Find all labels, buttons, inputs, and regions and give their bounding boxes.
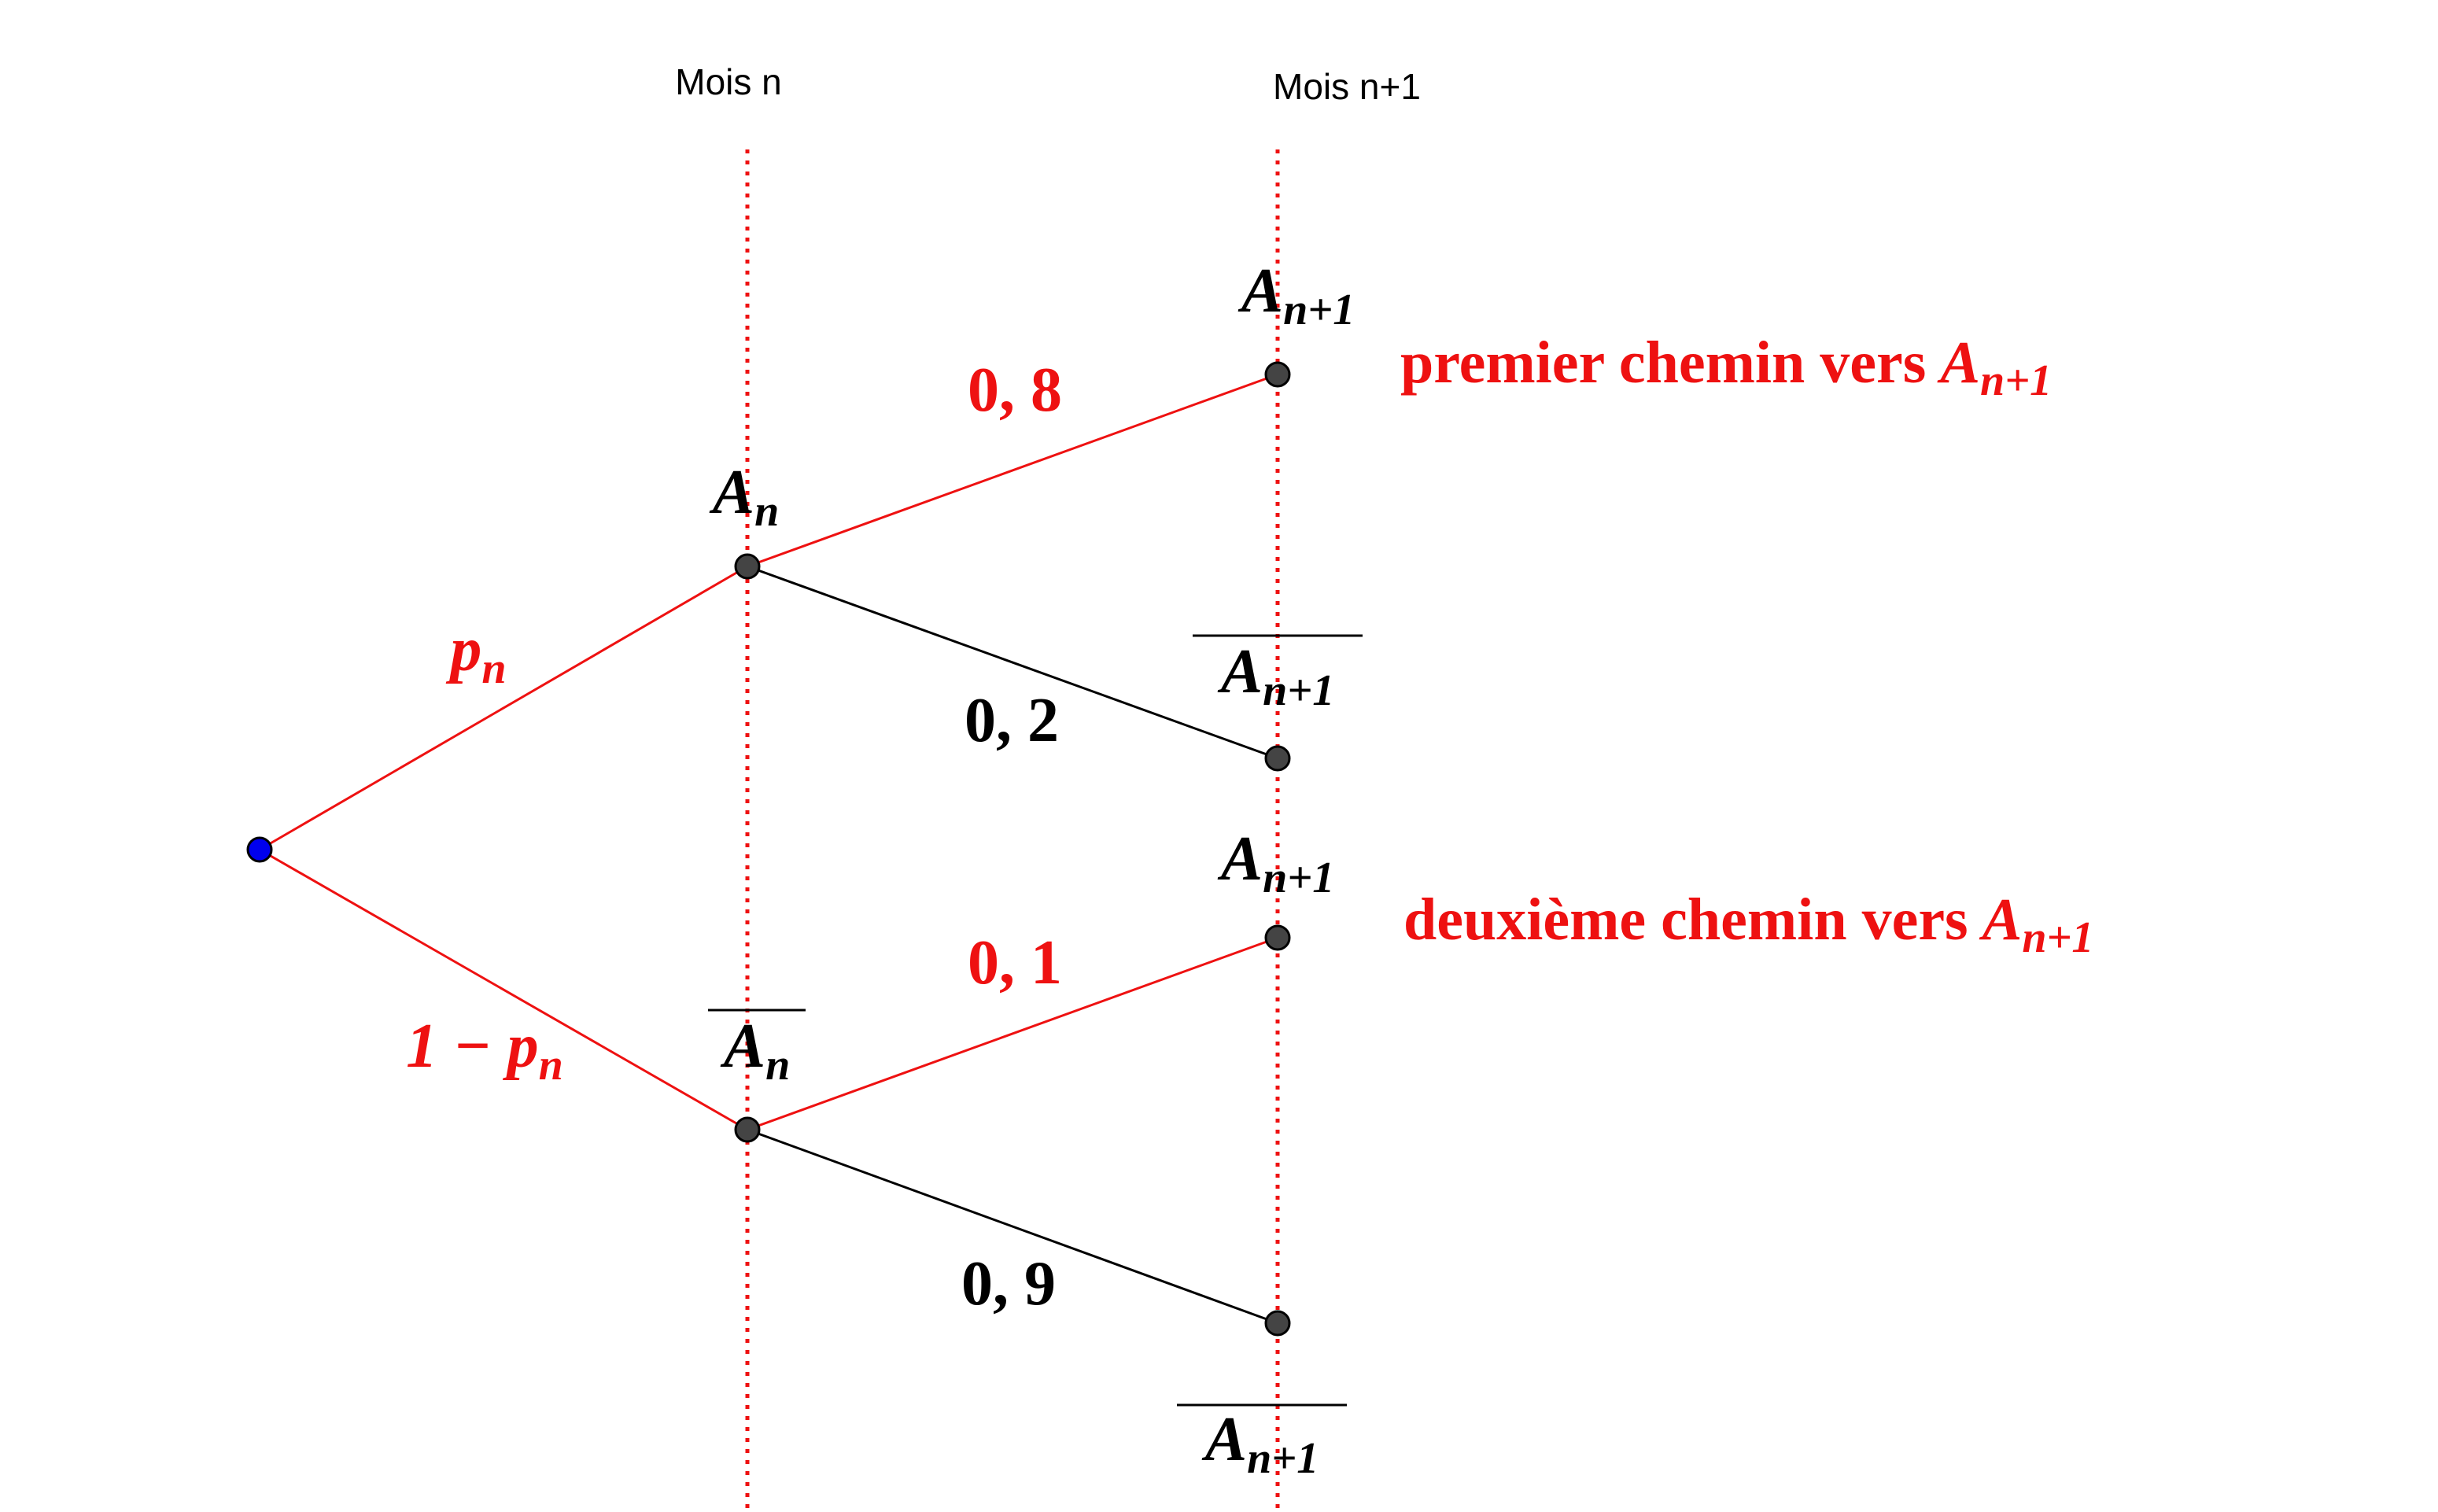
edge: [747, 936, 1278, 1131]
edge-label: pn: [445, 615, 506, 693]
node-label: An: [720, 1012, 791, 1090]
root-node: [246, 836, 273, 863]
label-base: A: [1237, 256, 1283, 326]
label-subscript: n+1: [1263, 666, 1334, 715]
node-label: An+1: [1201, 1405, 1319, 1483]
annotation: deuxième chemin vers An+1: [1403, 887, 2093, 962]
annotation: premier chemin vers An+1: [1400, 330, 2052, 405]
annotation-text: deuxième chemin vers: [1403, 887, 1968, 953]
label-subscript: n: [754, 487, 779, 536]
edge: [259, 565, 748, 851]
node: [1264, 361, 1291, 388]
edge-label: 1 − pn: [406, 1012, 563, 1090]
edge-label: 0, 1: [968, 928, 1062, 998]
label-base: p: [445, 615, 481, 684]
label-subscript: n+1: [1980, 356, 2052, 405]
label-subscript: n+1: [2022, 913, 2093, 962]
node: [734, 553, 761, 580]
edge-label: 0, 8: [968, 356, 1062, 425]
label-base: A: [709, 458, 754, 527]
label-subscript: n+1: [1247, 1434, 1319, 1483]
node: [734, 1116, 761, 1143]
label-base: 1 − p: [406, 1012, 538, 1081]
node-label: An: [709, 458, 780, 536]
label-base: A: [1979, 887, 2023, 953]
node-label: An+1: [1217, 637, 1334, 715]
edge: [259, 848, 748, 1131]
edge: [747, 565, 1278, 760]
node: [1264, 924, 1291, 951]
label-base: A: [1217, 824, 1263, 894]
label-subscript: n+1: [1283, 286, 1355, 334]
label-subscript: n+1: [1263, 854, 1334, 902]
column-header: Mois n: [675, 61, 781, 102]
label-subscript: n: [765, 1041, 790, 1090]
label-base: A: [1201, 1405, 1247, 1474]
label-base: A: [720, 1012, 765, 1081]
label-base: A: [1937, 330, 1980, 396]
annotation-text: premier chemin vers: [1400, 330, 1926, 396]
node-label: An+1: [1217, 824, 1334, 902]
edge: [747, 373, 1278, 568]
node: [1264, 1310, 1291, 1337]
label-subscript: n: [539, 1041, 563, 1090]
edge-label: 0, 9: [961, 1249, 1056, 1318]
node: [1264, 745, 1291, 772]
edge-label: 0, 2: [965, 686, 1059, 755]
label-subscript: n: [481, 644, 506, 693]
edge: [747, 1128, 1278, 1325]
node-label: An+1: [1237, 256, 1355, 334]
column-header: Mois n+1: [1273, 66, 1421, 107]
label-base: A: [1217, 637, 1263, 706]
